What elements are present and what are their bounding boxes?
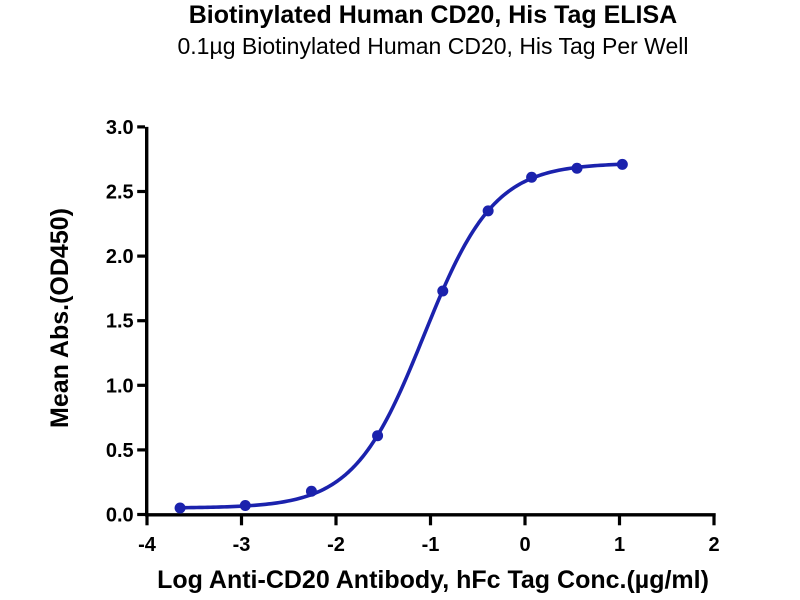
data-point-marker [437, 285, 449, 297]
data-point-marker [305, 485, 317, 497]
y-tick-label: 2.5 [106, 182, 134, 204]
y-tick-label: 3.0 [106, 117, 134, 139]
x-tick-label: -2 [327, 534, 345, 556]
x-tick-label: 2 [708, 534, 719, 556]
y-axis-label: Mean Abs.(OD450) [46, 208, 74, 428]
x-tick-label: 1 [614, 534, 625, 556]
x-axis-label: Log Anti-CD20 Antibody, hFc Tag Conc.(µg… [157, 566, 709, 594]
data-point-marker [616, 158, 628, 170]
data-point-marker [482, 205, 494, 217]
y-tick-label: 2.0 [106, 246, 134, 268]
x-tick-label: -1 [422, 534, 440, 556]
y-tick-label: 1.0 [106, 375, 134, 397]
fit-curve [178, 162, 625, 510]
x-tick-label: 0 [519, 534, 530, 556]
y-tick-label: 0.0 [106, 505, 134, 527]
data-point-marker [526, 171, 538, 183]
data-point-marker [372, 430, 384, 442]
chart-subtitle: 0.1µg Biotinylated Human CD20, His Tag P… [177, 33, 689, 59]
y-tick-label: 1.5 [106, 311, 134, 333]
data-point-marker [239, 499, 251, 511]
y-tick-label: 0.5 [106, 440, 134, 462]
data-point-marker [174, 502, 186, 514]
chart-title: Biotinylated Human CD20, His Tag ELISA [188, 1, 678, 29]
x-tick-label: -4 [138, 534, 157, 556]
x-tick-label: -3 [233, 534, 251, 556]
data-point-marker [571, 162, 583, 174]
